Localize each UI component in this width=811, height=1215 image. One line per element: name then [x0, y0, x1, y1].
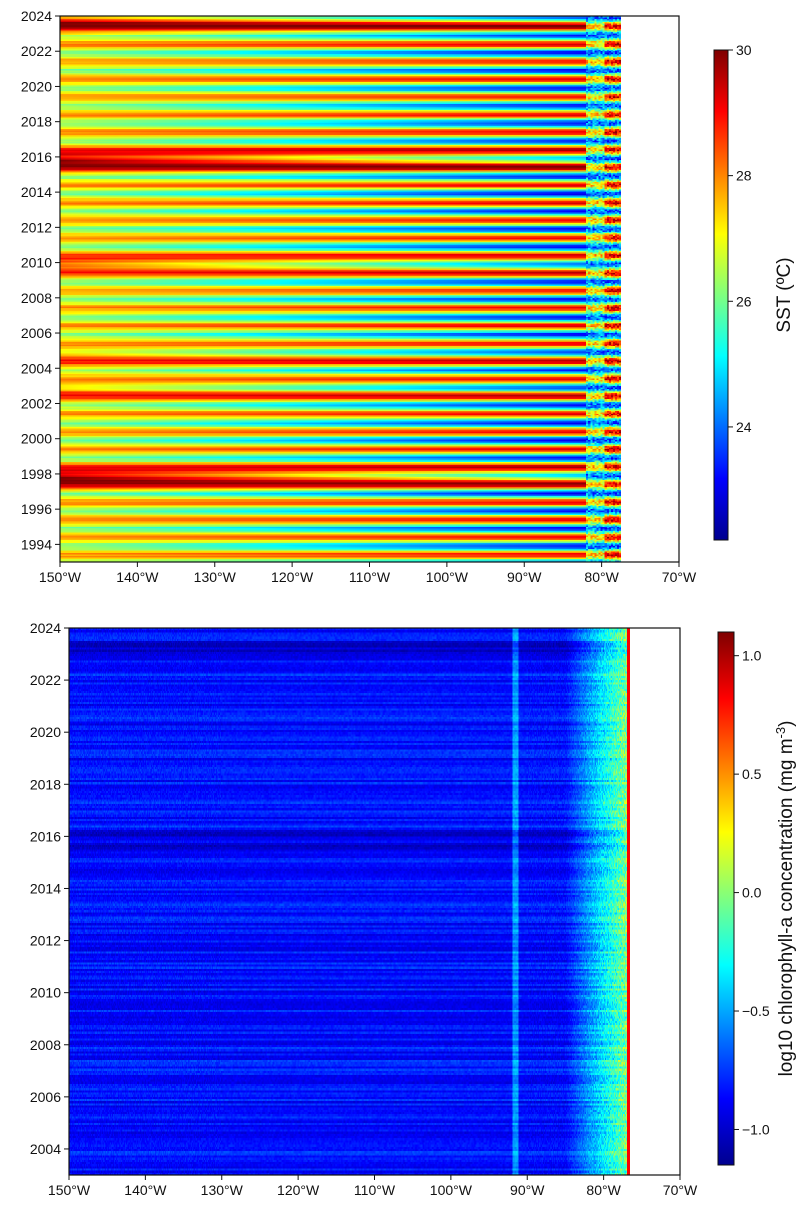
y-tick-label: 2000 [21, 431, 52, 447]
y-tick-label: 1996 [21, 501, 52, 517]
x-tick-label: 120°W [271, 569, 314, 585]
x-tick-label: 120°W [277, 1182, 320, 1198]
y-tick-label: 2008 [30, 1037, 61, 1053]
x-tick-label: 70°W [663, 1182, 698, 1198]
colorbar-tick-label: 0.0 [742, 885, 762, 901]
colorbar-tick-label: 30 [736, 42, 752, 58]
colorbar [713, 49, 729, 541]
y-tick-label: 2014 [30, 880, 61, 896]
x-tick-label: 100°W [426, 569, 469, 585]
colorbar [717, 631, 735, 1166]
y-tick-label: 2018 [21, 114, 52, 130]
x-tick-label: 140°W [116, 569, 159, 585]
y-tick-label: 2024 [21, 8, 52, 24]
x-tick-label: 100°W [430, 1182, 473, 1198]
x-tick-label: 90°W [507, 569, 542, 585]
x-tick-label: 150°W [39, 569, 82, 585]
y-tick-label: 2006 [21, 325, 52, 341]
y-tick-label: 2014 [21, 184, 52, 200]
y-tick-label: 2008 [21, 290, 52, 306]
y-tick-label: 2004 [30, 1141, 61, 1157]
y-tick-label: 2012 [21, 219, 52, 235]
x-tick-label: 110°W [354, 1182, 396, 1198]
heatmap-field [69, 628, 680, 1175]
y-tick-label: 2002 [21, 395, 52, 411]
y-tick-label: 2022 [21, 43, 52, 59]
x-tick-label: 80°W [586, 1182, 621, 1198]
colorbar-label: SST (ºC) [774, 257, 795, 332]
y-tick-label: 2018 [30, 776, 61, 792]
x-tick-label: 80°W [584, 569, 619, 585]
y-tick-label: 2020 [21, 78, 52, 94]
x-tick-label: 110°W [349, 569, 391, 585]
x-tick-label: 140°W [124, 1182, 167, 1198]
colorbar-tick-label: −0.5 [742, 1003, 770, 1019]
y-tick-label: 1994 [21, 536, 52, 552]
colorbar-tick-label: 24 [736, 419, 752, 435]
sst-panel: 150°W 140°W 130°W 120°W 110°W 100°W 90°W 80°W 70… [21, 8, 795, 585]
x-tick-label: 150°W [48, 1182, 91, 1198]
y-tick-label: 1998 [21, 466, 52, 482]
chlorophyll-panel: 150°W 140°W 130°W 120°W 110°W 100°W 90°W 80°W 70… [30, 620, 797, 1198]
y-tick-label: 2010 [30, 985, 61, 1001]
colorbar-tick-label: 26 [736, 293, 752, 309]
x-tick-label: 70°W [662, 569, 697, 585]
colorbar-tick-label: −1.0 [742, 1121, 770, 1137]
y-tick-label: 2004 [21, 360, 52, 376]
y-tick-label: 2022 [30, 672, 61, 688]
y-tick-label: 2016 [30, 828, 61, 844]
x-tick-label: 90°W [510, 1182, 545, 1198]
y-tick-label: 2016 [21, 149, 52, 165]
y-tick-label: 2020 [30, 724, 61, 740]
colorbar-label: log10 chlorophyll-a concentration (mg m-… [773, 721, 797, 1077]
colorbar-tick-label: 28 [736, 168, 752, 184]
y-tick-label: 2012 [30, 933, 61, 949]
heatmap-field [60, 16, 679, 562]
colorbar-tick-label: 1.0 [742, 648, 762, 664]
colorbar-tick-label: 0.5 [742, 766, 762, 782]
x-tick-label: 130°W [194, 569, 237, 585]
y-tick-label: 2006 [30, 1089, 61, 1105]
y-tick-label: 2010 [21, 255, 52, 271]
y-tick-label: 2024 [30, 620, 61, 636]
x-tick-label: 130°W [201, 1182, 244, 1198]
